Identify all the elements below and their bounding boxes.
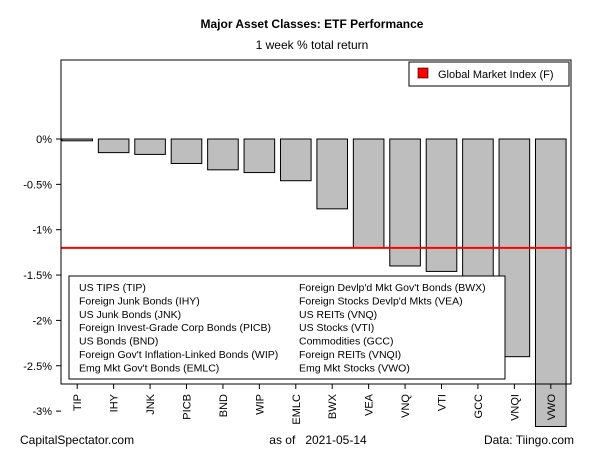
x-tick-label: IHY xyxy=(109,393,121,412)
plot-frame xyxy=(60,59,572,385)
note-item: US Bonds (BND) xyxy=(79,336,158,348)
x-tick-label: JNK xyxy=(145,393,157,414)
legend-label: Global Market Index (F) xyxy=(438,69,554,81)
legend-swatch xyxy=(417,67,429,79)
bar-bnd xyxy=(207,138,239,171)
note-item: Foreign Junk Bonds (IHY) xyxy=(79,295,200,307)
x-tick-label: GCC xyxy=(473,394,485,419)
notes-right-column: Foreign Devlp'd Mkt Gov't Bonds (BWX)For… xyxy=(299,282,486,374)
bar-bwx xyxy=(316,138,349,210)
note-item: US REITs (VNQ) xyxy=(299,309,377,321)
x-tick-label: PICB xyxy=(182,394,194,420)
legend: Global Market Index (F) xyxy=(408,61,570,87)
bar-vwo xyxy=(534,138,567,428)
x-tick-label: BWX xyxy=(327,393,339,419)
y-axis: 0%-0.5%-1%-1.5%-2%-2.5%-3%-3.5% xyxy=(23,134,61,418)
notes-left-column: US TIPS (TIP)Foreign Junk Bonds (IHY) US … xyxy=(79,282,278,374)
notes-box xyxy=(68,275,506,380)
y-tick-label: -2% xyxy=(32,315,52,327)
y-tick-label: 0% xyxy=(36,134,52,146)
note-item: Foreign Devlp'd Mkt Gov't Bonds (BWX) xyxy=(299,282,486,294)
bar-emlc xyxy=(279,138,312,182)
note-item: US Junk Bonds (JNK) xyxy=(79,309,181,321)
legend-box xyxy=(408,61,570,87)
chart-subtitle: 1 week % total return xyxy=(256,38,369,52)
x-tick-label: WIP xyxy=(254,394,266,415)
x-tick-label: VNQI xyxy=(509,394,521,421)
bar-vea xyxy=(352,138,385,249)
y-tick-label: -0.5% xyxy=(23,179,52,191)
note-item: Foreign Stocks Devlp'd Mkts (VEA) xyxy=(299,295,463,307)
footer-data-source: Data: Tiingo.com xyxy=(484,433,574,447)
note-item: Emg Mkt Gov't Bonds (EMLC) xyxy=(79,362,219,374)
bar-picb xyxy=(170,138,203,164)
y-tick-label: -2.5% xyxy=(23,361,52,373)
x-tick-label: EMLC xyxy=(291,394,303,425)
x-tick-label: TIP xyxy=(72,394,84,411)
bar-tip xyxy=(61,138,94,142)
y-tick-label: -1% xyxy=(32,225,52,237)
bar-vti xyxy=(425,138,458,272)
x-tick-label: BND xyxy=(218,394,230,417)
note-item: Commodities (GCC) xyxy=(299,336,394,348)
x-tick-label: VTI xyxy=(437,394,449,411)
bar-jnk xyxy=(134,138,166,155)
note-item: Emg Mkt Stocks (VWO) xyxy=(299,362,410,374)
ticker-notes: US TIPS (TIP)Foreign Junk Bonds (IHY) US … xyxy=(68,275,506,380)
note-item: US TIPS (TIP) xyxy=(79,282,146,294)
y-tick-label: -1.5% xyxy=(23,270,52,282)
x-tick-label: VWO xyxy=(546,394,558,421)
note-item: Foreign REITs (VNQI) xyxy=(299,349,401,361)
footer-source: CapitalSpectator.com xyxy=(20,433,134,447)
bar-vnq xyxy=(389,138,421,267)
y-tick-label: -3% xyxy=(32,406,52,418)
bar-wip xyxy=(243,138,276,174)
footer-date: as of 2021-05-14 xyxy=(269,433,367,447)
note-item: Foreign Gov't Inflation-Linked Bonds (WI… xyxy=(79,349,278,361)
note-item: US Stocks (VTI) xyxy=(299,322,374,334)
x-tick-label: VNQ xyxy=(400,394,412,418)
bar-ihy xyxy=(97,138,130,154)
x-axis: TIP IHY JNK PICB BND WIP EMLC BWX VEA VNQ VTI GCC VN… xyxy=(72,384,558,425)
chart-title: Major Asset Classes: ETF Performance xyxy=(201,17,424,31)
note-item: Foreign Invest-Grade Corp Bonds (PICB) xyxy=(79,322,271,334)
x-tick-label: VEA xyxy=(364,393,376,416)
